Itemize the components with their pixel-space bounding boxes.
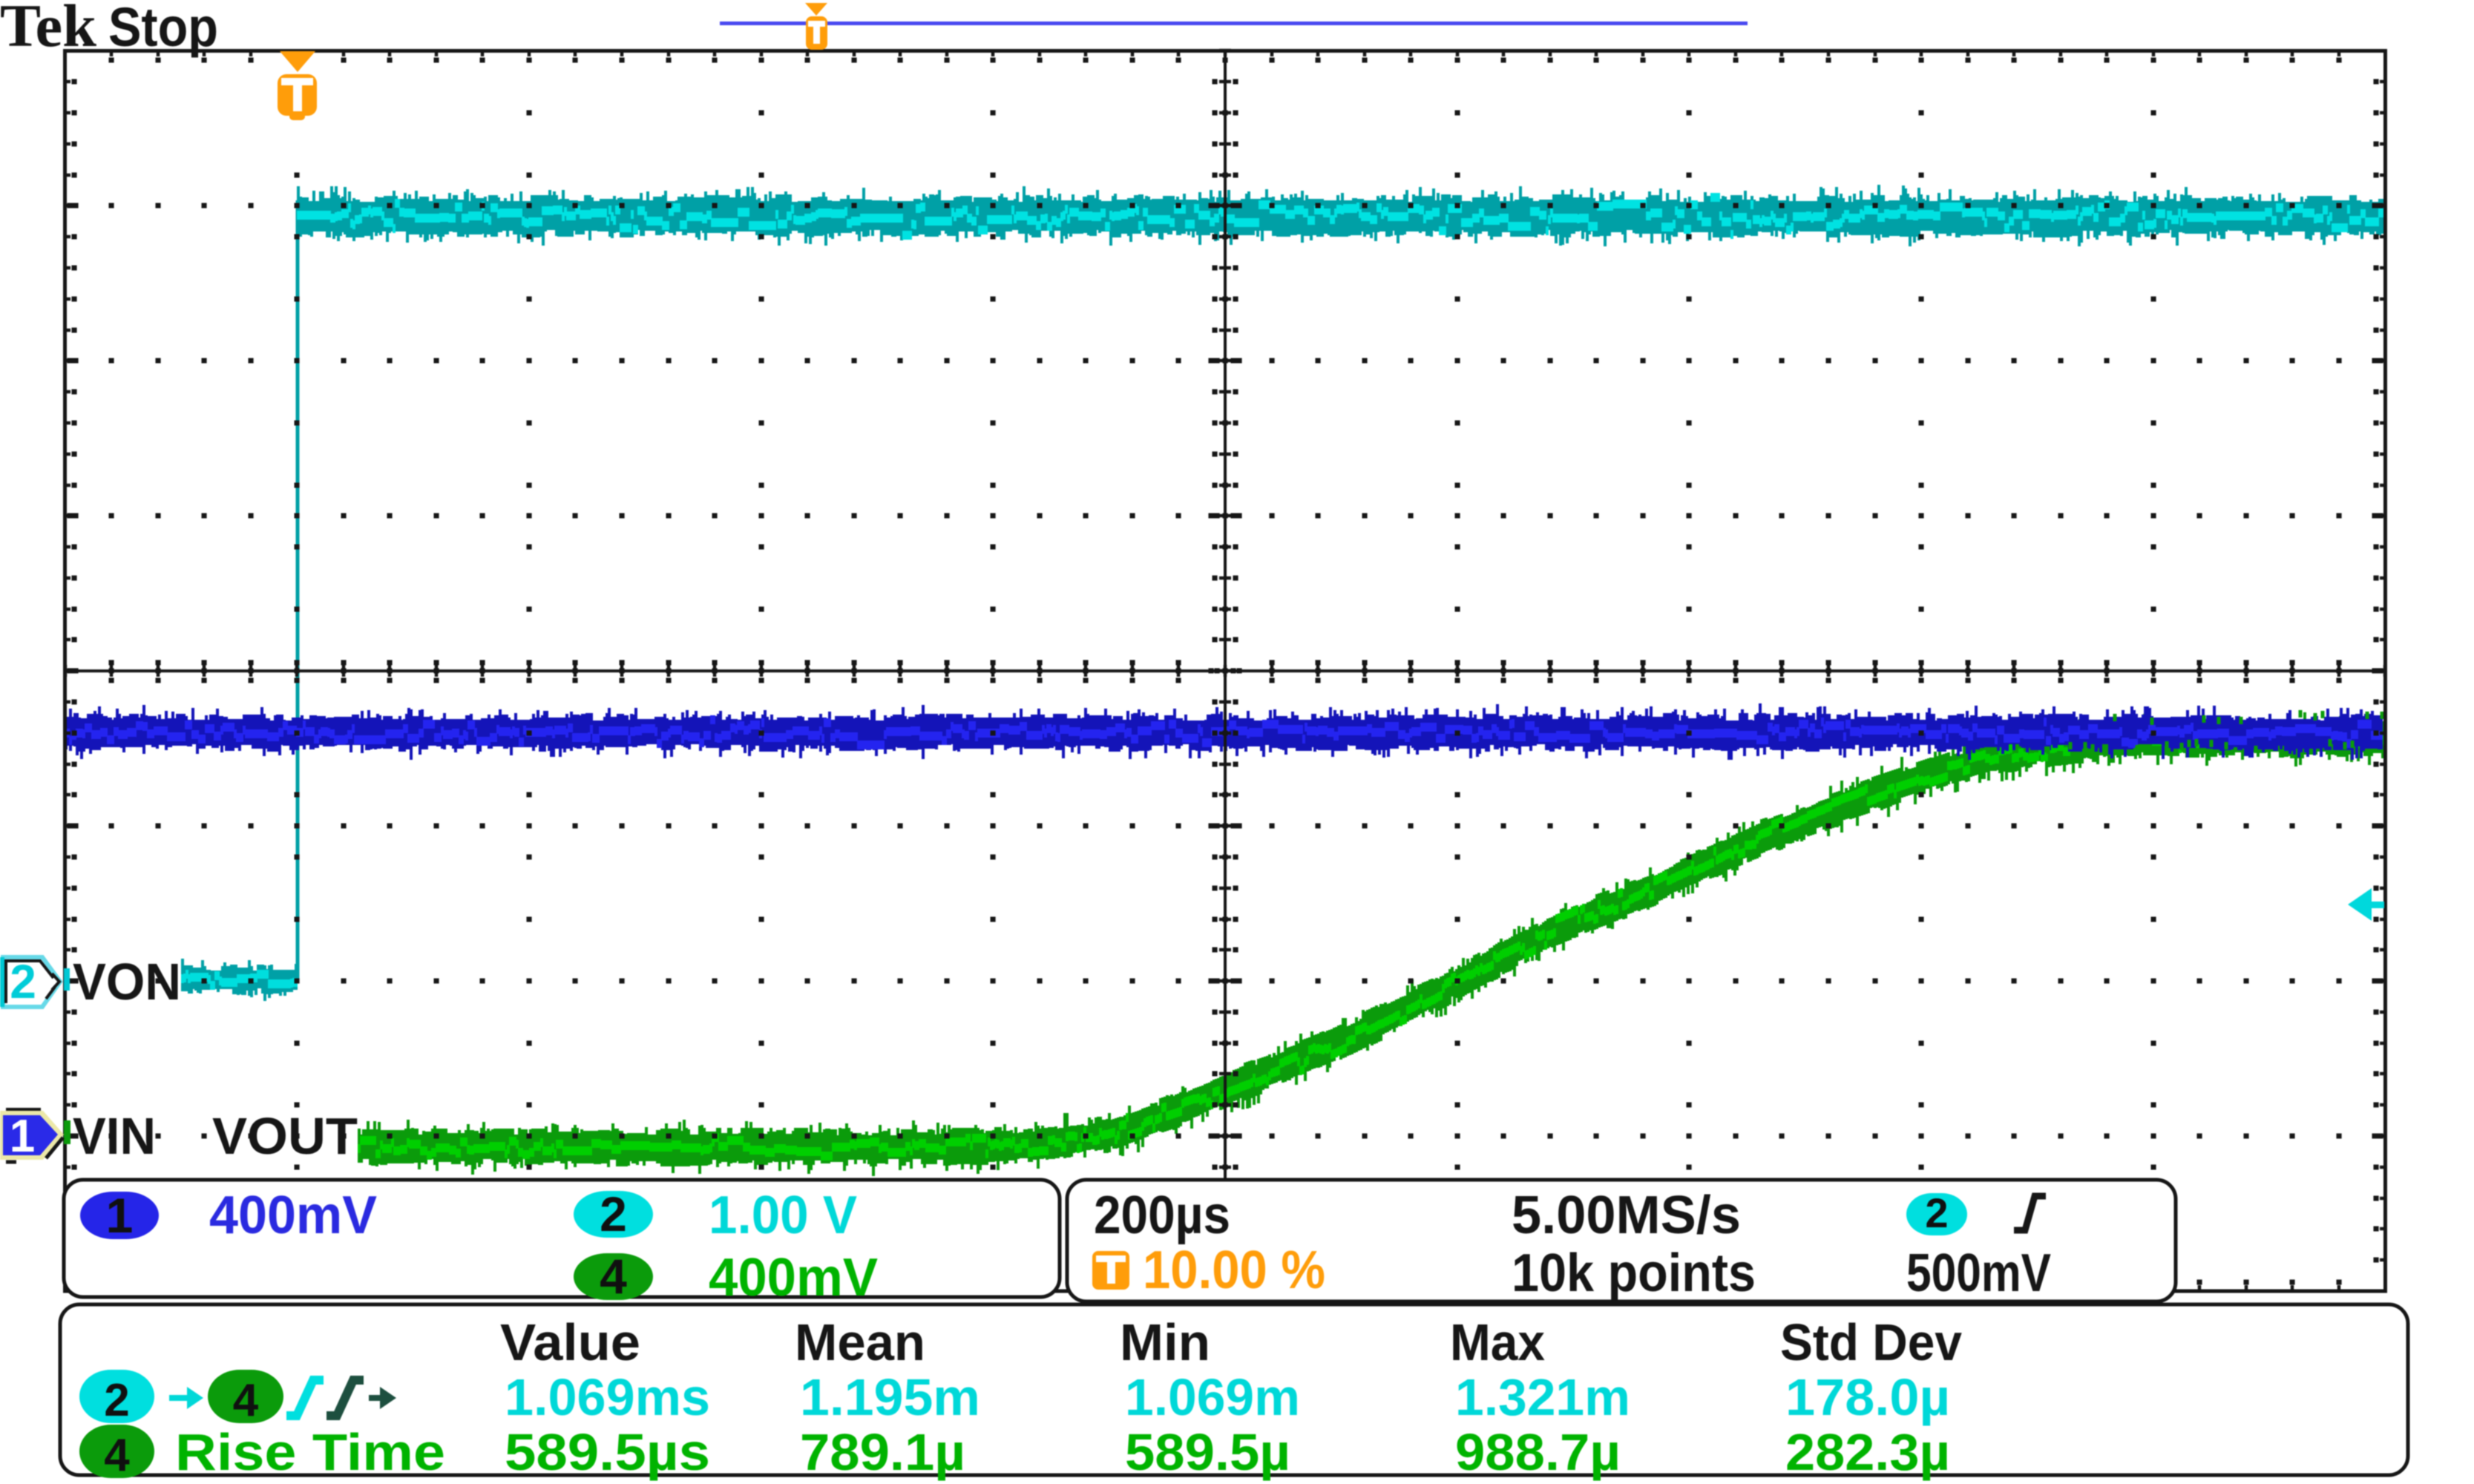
svg-text:Value: Value	[500, 1313, 640, 1371]
svg-text:4: 4	[233, 1375, 259, 1426]
svg-text:789.1µ: 789.1µ	[800, 1423, 965, 1481]
svg-text:Rise Time: Rise Time	[175, 1423, 445, 1481]
svg-text:Stop: Stop	[108, 0, 218, 58]
svg-text:Min: Min	[1120, 1313, 1210, 1371]
svg-text:4: 4	[600, 1249, 627, 1304]
svg-text:10k points: 10k points	[1512, 1244, 1756, 1303]
svg-text:500mV: 500mV	[1906, 1244, 2051, 1303]
svg-text:Tek: Tek	[0, 0, 96, 59]
svg-text:200µs: 200µs	[1094, 1186, 1230, 1245]
svg-text:4: 4	[104, 1430, 130, 1481]
svg-text:1: 1	[106, 1188, 134, 1243]
svg-text:988.7µ: 988.7µ	[1455, 1423, 1621, 1481]
svg-text:VIN: VIN	[73, 1107, 156, 1165]
svg-text:2: 2	[600, 1186, 627, 1241]
svg-text:178.0µ: 178.0µ	[1785, 1368, 1950, 1426]
svg-text:1.195m: 1.195m	[800, 1368, 980, 1426]
svg-text:1.069m: 1.069m	[1125, 1368, 1300, 1426]
svg-text:1.069ms: 1.069ms	[505, 1368, 710, 1426]
svg-text:282.3µ: 282.3µ	[1785, 1423, 1950, 1481]
svg-text:2: 2	[1925, 1189, 1948, 1236]
svg-text:10.00 %: 10.00 %	[1143, 1241, 1325, 1300]
svg-text:2: 2	[10, 955, 36, 1008]
svg-text:589.5µs: 589.5µs	[505, 1423, 710, 1481]
svg-text:400mV: 400mV	[209, 1186, 377, 1245]
svg-text:400mV: 400mV	[709, 1248, 878, 1307]
svg-text:1.00 V: 1.00 V	[709, 1186, 857, 1245]
svg-text:Max: Max	[1450, 1313, 1545, 1371]
svg-text:Mean: Mean	[795, 1313, 925, 1371]
svg-text:VON: VON	[73, 953, 181, 1011]
svg-text:2: 2	[104, 1375, 129, 1426]
svg-text:VOUT: VOUT	[212, 1107, 358, 1165]
svg-text:5.00MS/s: 5.00MS/s	[1512, 1186, 1741, 1245]
svg-text:1.321m: 1.321m	[1455, 1368, 1630, 1426]
svg-text:Std Dev: Std Dev	[1780, 1313, 1962, 1371]
svg-text:589.5µ: 589.5µ	[1125, 1423, 1290, 1481]
svg-text:1: 1	[10, 1111, 35, 1162]
